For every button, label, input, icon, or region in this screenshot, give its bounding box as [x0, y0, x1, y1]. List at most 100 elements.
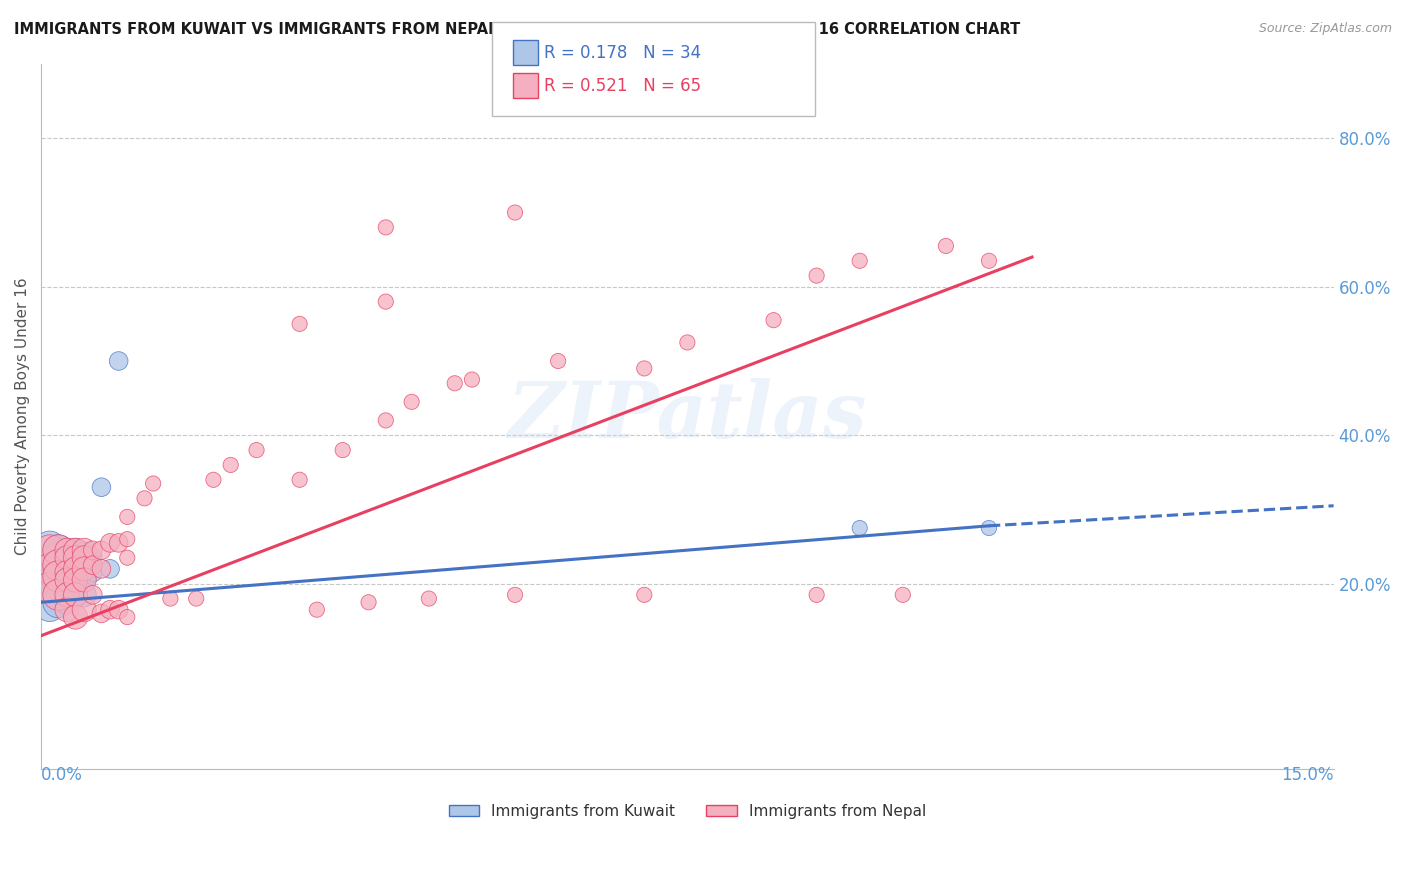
- Point: [134, 491, 156, 506]
- Point: [288, 317, 311, 331]
- Point: [46, 569, 69, 583]
- Point: [288, 473, 311, 487]
- Point: [107, 603, 129, 617]
- Point: [38, 562, 60, 576]
- Text: Source: ZipAtlas.com: Source: ZipAtlas.com: [1258, 22, 1392, 36]
- Point: [117, 550, 139, 565]
- Point: [46, 562, 69, 576]
- Point: [202, 473, 225, 487]
- Point: [186, 591, 208, 606]
- Point: [806, 588, 828, 602]
- Point: [38, 599, 60, 613]
- Point: [305, 603, 328, 617]
- Point: [65, 562, 87, 576]
- Point: [82, 543, 104, 558]
- Text: ZIPatlas: ZIPatlas: [508, 378, 868, 455]
- Point: [73, 543, 96, 558]
- Point: [82, 550, 104, 565]
- Point: [401, 394, 423, 409]
- Point: [461, 373, 484, 387]
- Point: [374, 413, 396, 427]
- Point: [65, 543, 87, 558]
- Point: [848, 253, 870, 268]
- Point: [56, 543, 79, 558]
- Point: [73, 547, 96, 561]
- Point: [159, 591, 181, 606]
- Point: [73, 603, 96, 617]
- Point: [418, 591, 440, 606]
- Point: [117, 532, 139, 546]
- Point: [65, 588, 87, 602]
- Text: 0.0%: 0.0%: [41, 765, 83, 783]
- Point: [443, 376, 465, 391]
- Point: [38, 581, 60, 595]
- Point: [46, 576, 69, 591]
- Point: [56, 566, 79, 580]
- Point: [65, 588, 87, 602]
- Point: [117, 610, 139, 624]
- Point: [38, 540, 60, 554]
- Point: [98, 603, 121, 617]
- Text: R = 0.521   N = 65: R = 0.521 N = 65: [544, 77, 702, 95]
- Point: [46, 543, 69, 558]
- Point: [38, 562, 60, 576]
- Point: [73, 550, 96, 565]
- Text: IMMIGRANTS FROM KUWAIT VS IMMIGRANTS FROM NEPAL CHILD POVERTY AMONG BOYS UNDER 1: IMMIGRANTS FROM KUWAIT VS IMMIGRANTS FRO…: [14, 22, 1021, 37]
- Text: R = 0.178   N = 34: R = 0.178 N = 34: [544, 44, 702, 62]
- Point: [633, 361, 655, 376]
- Point: [56, 550, 79, 565]
- Point: [332, 443, 354, 458]
- Point: [676, 335, 699, 350]
- Point: [98, 536, 121, 550]
- Point: [46, 550, 69, 565]
- Point: [142, 476, 165, 491]
- Point: [82, 588, 104, 602]
- Point: [56, 595, 79, 609]
- Point: [219, 458, 242, 472]
- Point: [117, 509, 139, 524]
- Point: [503, 588, 526, 602]
- Point: [73, 573, 96, 587]
- Point: [56, 550, 79, 565]
- Point: [56, 581, 79, 595]
- Point: [46, 558, 69, 573]
- Point: [848, 521, 870, 535]
- Point: [107, 536, 129, 550]
- Point: [73, 569, 96, 583]
- Point: [46, 569, 69, 583]
- Legend: Immigrants from Kuwait, Immigrants from Nepal: Immigrants from Kuwait, Immigrants from …: [443, 798, 932, 825]
- Point: [935, 239, 957, 253]
- Point: [374, 220, 396, 235]
- Point: [891, 588, 914, 602]
- Point: [73, 588, 96, 602]
- Point: [98, 562, 121, 576]
- Point: [82, 566, 104, 580]
- Point: [977, 521, 1000, 535]
- Point: [357, 595, 380, 609]
- Point: [90, 543, 112, 558]
- Point: [56, 588, 79, 602]
- Point: [65, 550, 87, 565]
- Point: [65, 543, 87, 558]
- Point: [46, 588, 69, 602]
- Text: 15.0%: 15.0%: [1281, 765, 1334, 783]
- Point: [56, 603, 79, 617]
- Point: [56, 573, 79, 587]
- Point: [90, 562, 112, 576]
- Point: [762, 313, 785, 327]
- Point: [90, 480, 112, 494]
- Point: [56, 566, 79, 580]
- Point: [56, 543, 79, 558]
- Point: [56, 569, 79, 583]
- Point: [38, 576, 60, 591]
- Point: [977, 253, 1000, 268]
- Point: [46, 543, 69, 558]
- Point: [73, 558, 96, 573]
- Point: [46, 595, 69, 609]
- Y-axis label: Child Poverty Among Boys Under 16: Child Poverty Among Boys Under 16: [15, 278, 30, 556]
- Point: [65, 573, 87, 587]
- Point: [82, 558, 104, 573]
- Point: [633, 588, 655, 602]
- Point: [374, 294, 396, 309]
- Point: [65, 573, 87, 587]
